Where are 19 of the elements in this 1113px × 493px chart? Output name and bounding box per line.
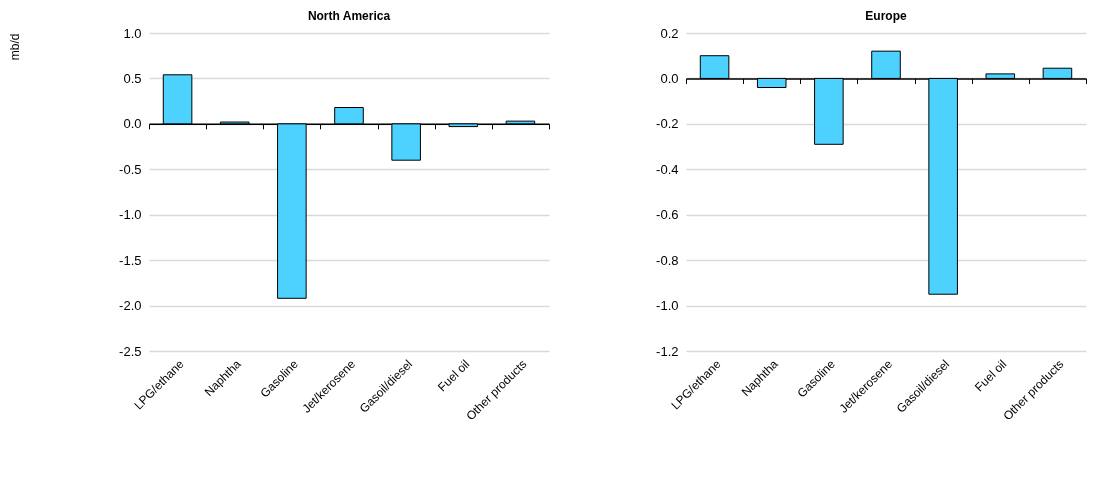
y-tick-label: 0.0 <box>123 116 142 132</box>
y-tick-label: -2.5 <box>119 343 142 359</box>
y-tick-label: -1.0 <box>119 207 142 223</box>
y-tick-label: -1.2 <box>656 343 679 359</box>
y-tick-label: 0.2 <box>660 25 679 41</box>
y-tick-label: -0.8 <box>656 252 679 268</box>
chart-title: Europe <box>865 9 907 23</box>
chart-title: North America <box>307 9 391 23</box>
y-tick-label: 0.5 <box>123 70 142 86</box>
y-tick-label: 0.0 <box>660 70 679 86</box>
y-tick-label: -0.2 <box>656 116 679 132</box>
y-tick-label: -2.0 <box>119 298 142 314</box>
y-tick-label: -0.6 <box>656 207 679 223</box>
y-tick-label: -0.5 <box>119 161 142 177</box>
y-axis-title: mb/d <box>7 33 22 61</box>
y-tick-label: 1.0 <box>123 25 142 41</box>
y-tick-label: -1.0 <box>656 298 679 314</box>
y-tick-label: -0.4 <box>656 161 679 177</box>
y-tick-label: -1.5 <box>119 252 142 268</box>
